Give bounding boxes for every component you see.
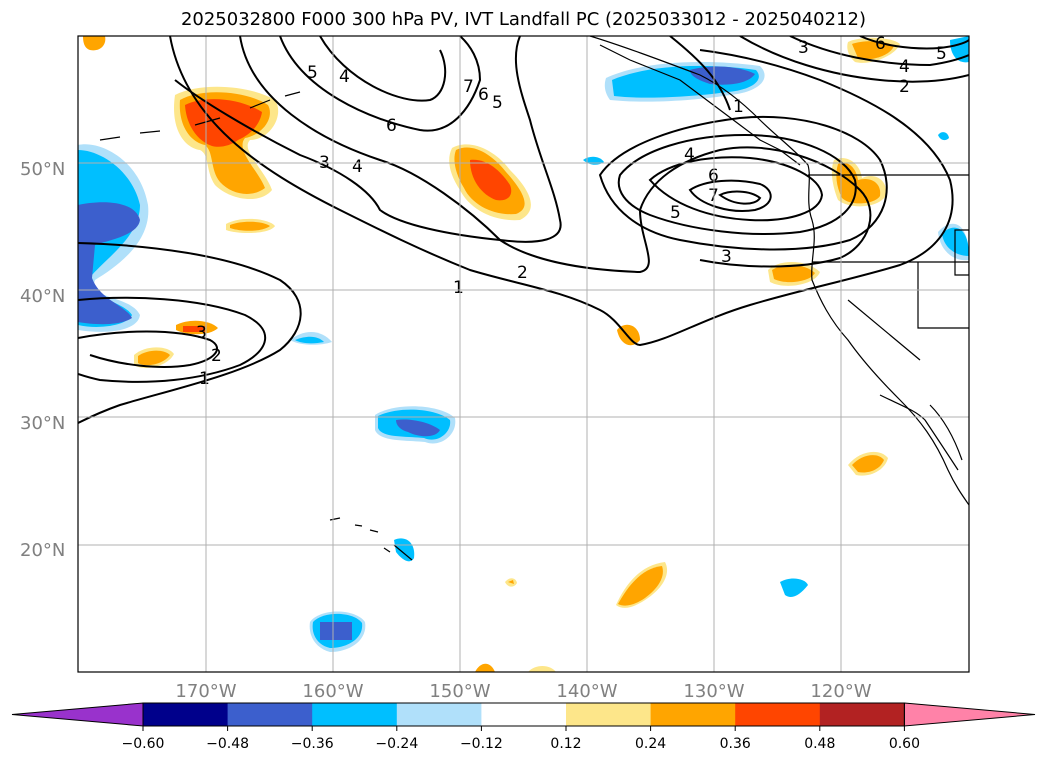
lon-label: 120°W	[810, 681, 871, 702]
colorbar-tick-label: −0.12	[460, 736, 503, 752]
plot-frame	[77, 35, 970, 673]
colorbar-frame	[142, 702, 905, 727]
contour-label: 5	[670, 203, 681, 223]
colorbar-segment	[735, 703, 821, 726]
contour-label: 2	[517, 263, 528, 283]
colorbar-extend-low	[11, 702, 144, 727]
lon-label: 130°W	[683, 681, 744, 702]
shaded-field	[78, 36, 969, 672]
colorbar-segment	[227, 703, 313, 726]
contour-label: 6	[478, 85, 489, 105]
colorbar-segment	[819, 703, 905, 726]
colorbar-segment	[481, 703, 567, 726]
contour-label: 7	[463, 77, 474, 97]
gridlines	[78, 36, 969, 672]
colorbar: −0.60 −0.48 −0.36 −0.24 −0.12 0.12 0.24 0.36 0.4…	[11, 702, 1036, 752]
contour-label: 7	[708, 186, 719, 206]
colorbar-segment	[650, 703, 736, 726]
contour-label: 2	[211, 346, 222, 366]
colorbar-tick-label: 0.24	[635, 736, 666, 752]
contour-label: 3	[196, 323, 207, 343]
lat-labels: 20°N 30°N 40°N 50°N	[20, 159, 65, 561]
lon-label: 150°W	[429, 681, 490, 702]
contour-label: 4	[899, 57, 910, 77]
contour-label: 4	[352, 157, 363, 177]
contour-label: 3	[721, 247, 732, 267]
colorbar-tick-label: −0.36	[291, 736, 334, 752]
ivt-contours	[78, 36, 969, 424]
colorbar-tick-label: −0.24	[375, 736, 418, 752]
colorbar-segment	[396, 703, 482, 726]
contour-label: 6	[708, 166, 719, 186]
contour-label: 5	[307, 63, 318, 83]
colorbar-tick-label: 0.36	[720, 736, 751, 752]
colorbar-segment	[143, 703, 229, 726]
contour-label: 5	[492, 93, 503, 113]
colorbar-tick-label: −0.48	[206, 736, 249, 752]
contour-label: 2	[899, 77, 910, 97]
map-title: 2025032800 F000 300 hPa PV, IVT Landfall…	[180, 9, 867, 30]
colorbar-tick-label: −0.60	[122, 736, 165, 752]
contour-label: 3	[798, 38, 809, 58]
contour-label: 5	[936, 44, 947, 64]
contour-label: 4	[684, 145, 695, 165]
contour-label: 1	[733, 97, 744, 117]
lat-label: 30°N	[20, 413, 65, 434]
lat-label: 40°N	[20, 286, 65, 307]
lon-label: 160°W	[302, 681, 363, 702]
lat-label: 20°N	[20, 540, 65, 561]
colorbar-segment	[312, 703, 398, 726]
contour-label: 1	[453, 278, 464, 298]
colorbar-segment	[566, 703, 652, 726]
contour-labels: 1 2 3 1 2 3 4 6 4 5 7 6 5 3 4 5 6 7 1 3 …	[196, 34, 947, 389]
lat-label: 50°N	[20, 159, 65, 180]
colorbar-extend-high	[903, 702, 1036, 727]
contour-label: 6	[875, 34, 886, 54]
lon-label: 170°W	[175, 681, 236, 702]
lon-labels: 170°W 160°W 150°W 140°W 130°W 120°W	[175, 681, 871, 702]
contour-label: 4	[339, 67, 350, 87]
colorbar-tick-label: 0.12	[550, 736, 581, 752]
colorbar-tick-label: 0.48	[804, 736, 835, 752]
contour-label: 6	[386, 116, 397, 136]
lon-label: 140°W	[556, 681, 617, 702]
contour-label: 1	[199, 369, 210, 389]
colorbar-tick-label: 0.60	[889, 736, 920, 752]
